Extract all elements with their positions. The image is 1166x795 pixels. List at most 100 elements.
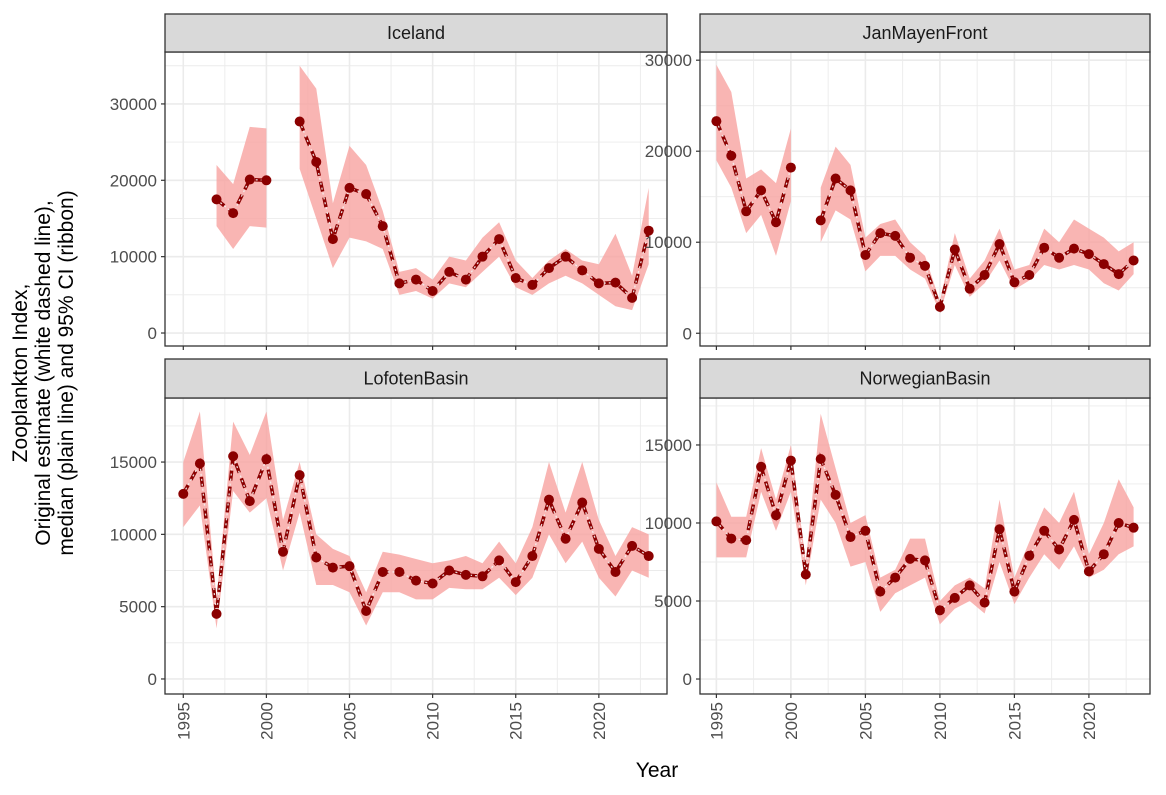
y-tick-label: 10000: [645, 514, 692, 533]
data-point-2016: [1024, 270, 1035, 281]
data-point-2003: [311, 552, 322, 563]
data-point-2023: [1128, 255, 1139, 266]
data-point-2017: [543, 263, 554, 274]
data-point-2014: [994, 524, 1005, 535]
data-point-2016: [527, 279, 538, 290]
facet-strip-label: JanMayenFront: [862, 23, 987, 43]
data-point-1995: [711, 116, 722, 127]
data-point-1999: [244, 496, 255, 507]
data-point-2005: [860, 249, 871, 260]
y-tick-label: 20000: [110, 171, 157, 190]
data-point-2018: [560, 533, 571, 544]
ci-ribbon: [716, 64, 791, 256]
facet-strip: [699, 13, 1151, 53]
data-point-2014: [494, 555, 505, 566]
data-point-2023: [643, 551, 654, 562]
data-point-2002: [294, 470, 305, 481]
data-point-2021: [1098, 549, 1109, 560]
x-tick-label: 2005: [341, 702, 360, 740]
x-tick-label: 1995: [174, 702, 193, 740]
data-point-2020: [1083, 566, 1094, 577]
data-point-2019: [577, 265, 588, 276]
data-point-2013: [979, 270, 990, 281]
data-point-2014: [994, 239, 1005, 250]
data-point-2008: [905, 252, 916, 263]
original-estimate-line: [299, 121, 650, 300]
data-point-2011: [949, 592, 960, 603]
panel-lofotenbasin: LofotenBasin 0 5000 10000 15000 1995 2000 2005 2…: [110, 358, 668, 740]
data-point-2019: [577, 497, 588, 508]
data-point-2016: [527, 551, 538, 562]
x-tick-label: 2015: [507, 702, 526, 740]
y-tick-label: 15000: [110, 453, 157, 472]
y-tick-label: 10000: [110, 248, 157, 267]
data-point-1995: [178, 488, 189, 499]
data-point-2023: [643, 225, 654, 236]
data-point-1996: [726, 533, 737, 544]
data-point-2010: [934, 605, 945, 616]
ci-ribbon: [299, 65, 649, 311]
y-tick-label: 30000: [110, 95, 157, 114]
data-point-2016: [1024, 550, 1035, 561]
data-point-2017: [1039, 525, 1050, 536]
data-point-2018: [1054, 252, 1065, 263]
data-point-2015: [510, 577, 521, 588]
plot-background: [165, 398, 667, 694]
data-point-2012: [460, 569, 471, 580]
y-tick-label: 0: [683, 324, 692, 343]
data-point-1997: [211, 194, 222, 205]
data-point-1998: [756, 185, 767, 196]
data-point-2015: [1009, 277, 1020, 288]
data-point-2008: [394, 566, 405, 577]
y-tick-label: 15000: [645, 436, 692, 455]
y-tick-label: 10000: [645, 233, 692, 252]
data-point-2017: [543, 494, 554, 505]
data-point-2011: [444, 565, 455, 576]
data-point-2004: [327, 562, 338, 573]
data-point-2015: [510, 273, 521, 284]
data-point-1999: [770, 510, 781, 521]
data-point-1997: [741, 206, 752, 217]
data-point-2022: [627, 540, 638, 551]
y-tick-label: 0: [148, 670, 157, 689]
data-point-2023: [1128, 522, 1139, 533]
data-point-2013: [477, 251, 488, 262]
data-point-2001: [278, 546, 289, 557]
data-point-2000: [261, 175, 272, 186]
facet-strip-label: Iceland: [387, 23, 445, 43]
data-point-2004: [327, 234, 338, 245]
data-point-2010: [934, 301, 945, 312]
data-point-2008: [394, 278, 405, 289]
data-point-2004: [845, 532, 856, 543]
panel-janmayenfront: JanMayenFront 0 10000 20000 30000: [645, 13, 1151, 350]
x-tick-label: 2005: [856, 702, 875, 740]
data-point-2020: [1083, 249, 1094, 260]
data-point-2012: [964, 283, 975, 294]
data-point-2002: [815, 215, 826, 226]
original-estimate-line: [715, 120, 792, 225]
data-point-2021: [610, 566, 621, 577]
data-point-2005: [344, 561, 355, 572]
data-point-2021: [610, 277, 621, 288]
data-point-2011: [949, 244, 960, 255]
original-estimate-line: [820, 177, 1135, 310]
facet-strip: [164, 13, 668, 53]
x-tick-label: 2020: [1080, 702, 1099, 740]
facet-strip: [164, 358, 668, 399]
data-point-2003: [830, 489, 841, 500]
x-tick-label: 2020: [590, 702, 609, 740]
data-point-2015: [1009, 586, 1020, 597]
data-point-2018: [1054, 544, 1065, 555]
data-point-2000: [785, 162, 796, 173]
data-point-1999: [244, 174, 255, 185]
data-point-1998: [756, 461, 767, 472]
data-point-1997: [211, 608, 222, 619]
x-tick-label: 1995: [707, 702, 726, 740]
data-point-2004: [845, 185, 856, 196]
panel-norwegianbasin: NorwegianBasin 0 5000 10000 15000 1995 2000 200…: [645, 358, 1151, 740]
x-tick-label: 2010: [424, 702, 443, 740]
data-point-2012: [964, 580, 975, 591]
ci-ribbon: [183, 411, 649, 629]
data-point-2007: [890, 572, 901, 583]
